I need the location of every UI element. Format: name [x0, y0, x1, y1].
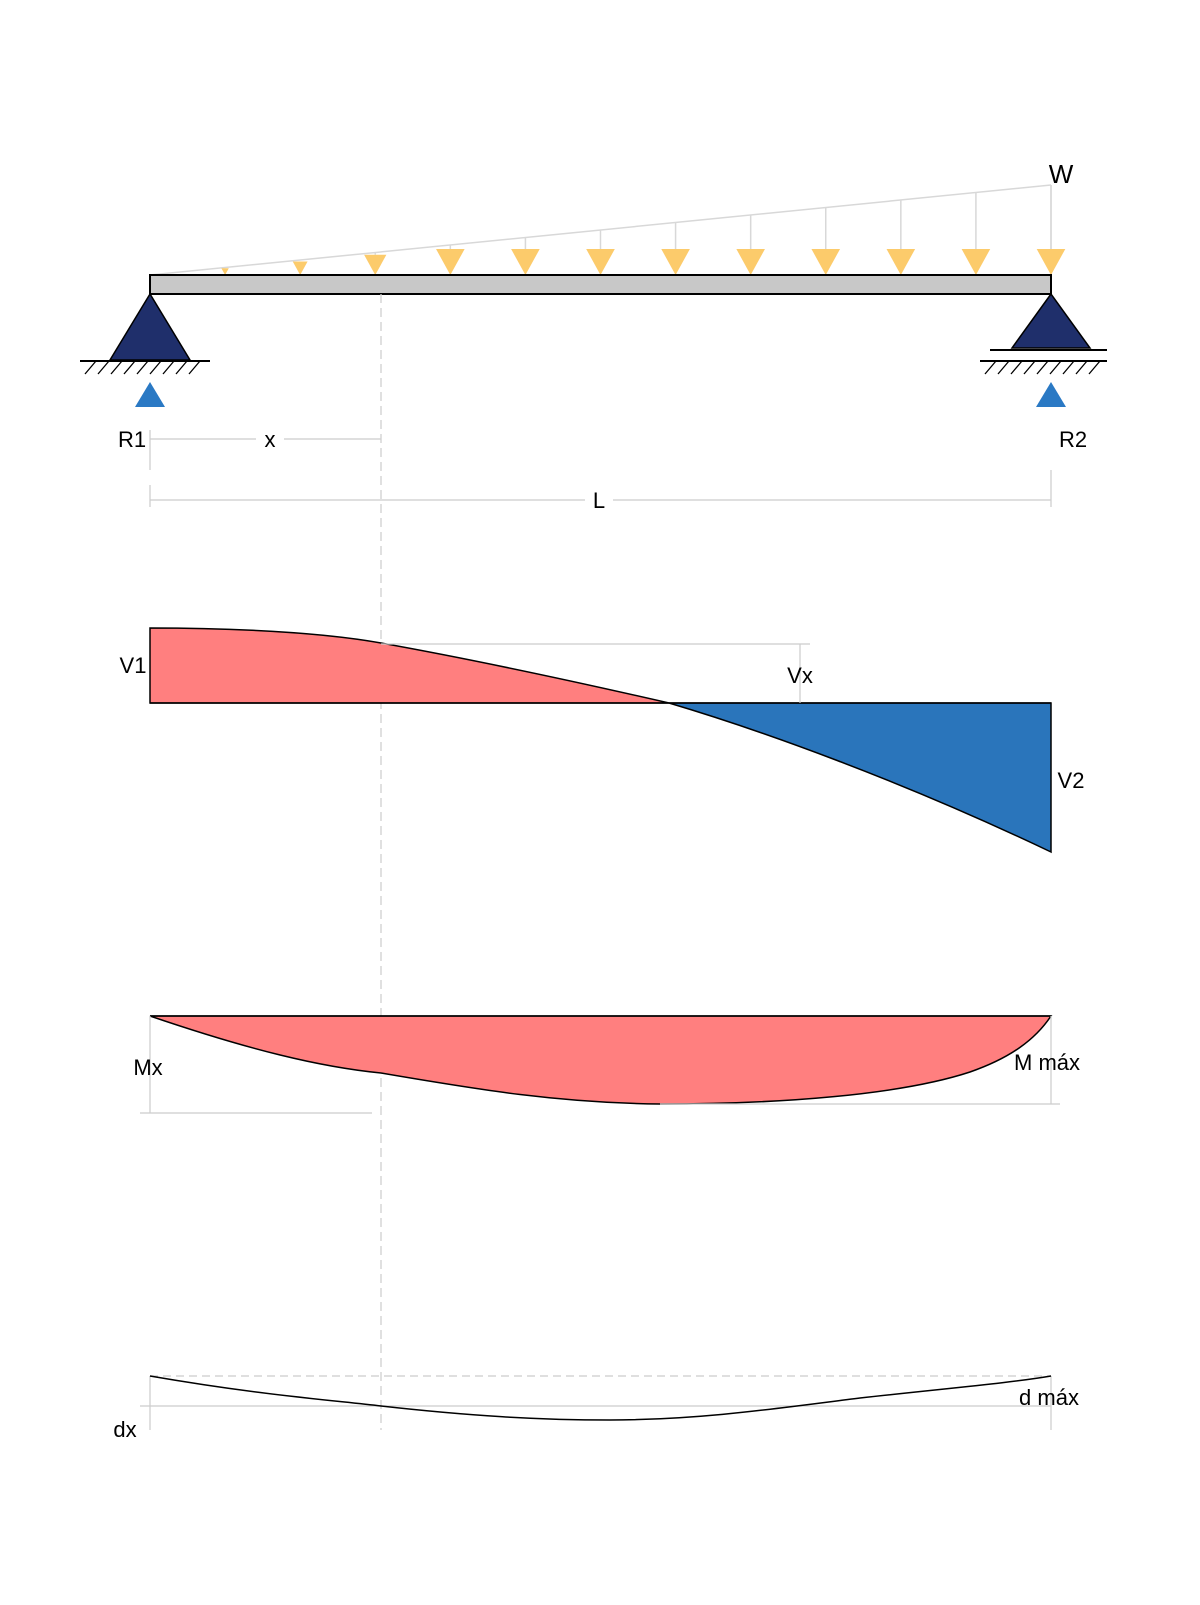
- reaction-left-label: R1: [118, 427, 146, 452]
- load-arrow-icon: [586, 249, 615, 275]
- roller-support-icon: [980, 292, 1107, 375]
- moment-max-label: M máx: [1014, 1050, 1080, 1075]
- beam: [149, 274, 1052, 295]
- pin-support-icon: [80, 292, 210, 375]
- span-label: L: [593, 488, 605, 513]
- hatch-line: [1010, 360, 1023, 375]
- hatch-line: [97, 360, 110, 375]
- distributed-load: W: [149, 159, 1074, 276]
- load-arrow-icon: [661, 249, 690, 275]
- shear-positive-area: [149, 627, 670, 704]
- hatch-line: [149, 360, 162, 375]
- deflection-x-label: dx: [113, 1417, 136, 1442]
- hatch-line: [1075, 360, 1088, 375]
- span-dimension: [149, 470, 1052, 507]
- load-arrow-icon: [436, 249, 465, 275]
- reaction-right-arrow-icon: [1036, 382, 1066, 407]
- load-arrow-icon: [364, 254, 387, 275]
- reaction-right-label: R2: [1059, 427, 1087, 452]
- hatch-line: [997, 360, 1010, 375]
- hatch-line: [136, 360, 149, 375]
- shear-diagram: V1 Vx V2: [120, 627, 1085, 854]
- load-label: W: [1049, 159, 1074, 189]
- shear-x-label: Vx: [787, 663, 813, 688]
- hatch-line: [110, 360, 123, 375]
- load-arrow-icon: [886, 249, 916, 275]
- hatch-line: [123, 360, 136, 375]
- load-arrow-icon: [511, 249, 540, 275]
- hatch-line: [1088, 360, 1101, 375]
- deflection-diagram: dx d máx: [113, 1375, 1079, 1442]
- hatch-line: [162, 360, 175, 375]
- load-arrow-icon: [736, 249, 765, 275]
- moment-diagram: Mx M máx: [133, 1015, 1080, 1114]
- hatch-line: [1023, 360, 1036, 375]
- x-label: x: [265, 427, 276, 452]
- deflection-curve: [149, 1375, 1052, 1421]
- moment-area: [149, 1015, 1053, 1105]
- shear-right-label: V2: [1058, 768, 1085, 793]
- hatch-line: [1036, 360, 1049, 375]
- shear-left-label: V1: [120, 653, 147, 678]
- load-arrow-icon: [221, 268, 229, 275]
- deflection-max-label: d máx: [1019, 1385, 1079, 1410]
- x-dimension: [149, 430, 381, 470]
- hatch-line: [175, 360, 188, 375]
- moment-x-label: Mx: [133, 1055, 162, 1080]
- hatch-line: [1062, 360, 1075, 375]
- hatch-line: [188, 360, 201, 375]
- hatch-line: [984, 360, 997, 375]
- load-arrow-icon: [292, 261, 308, 275]
- load-arrow-icon: [811, 249, 841, 275]
- reaction-left-arrow-icon: [135, 382, 165, 407]
- load-arrow-icon: [961, 249, 991, 275]
- shear-negative-area: [668, 702, 1052, 854]
- hatch-line: [84, 360, 97, 375]
- hatch-line: [1049, 360, 1062, 375]
- load-arrows: [221, 185, 1066, 275]
- load-arrow-icon: [1036, 249, 1066, 275]
